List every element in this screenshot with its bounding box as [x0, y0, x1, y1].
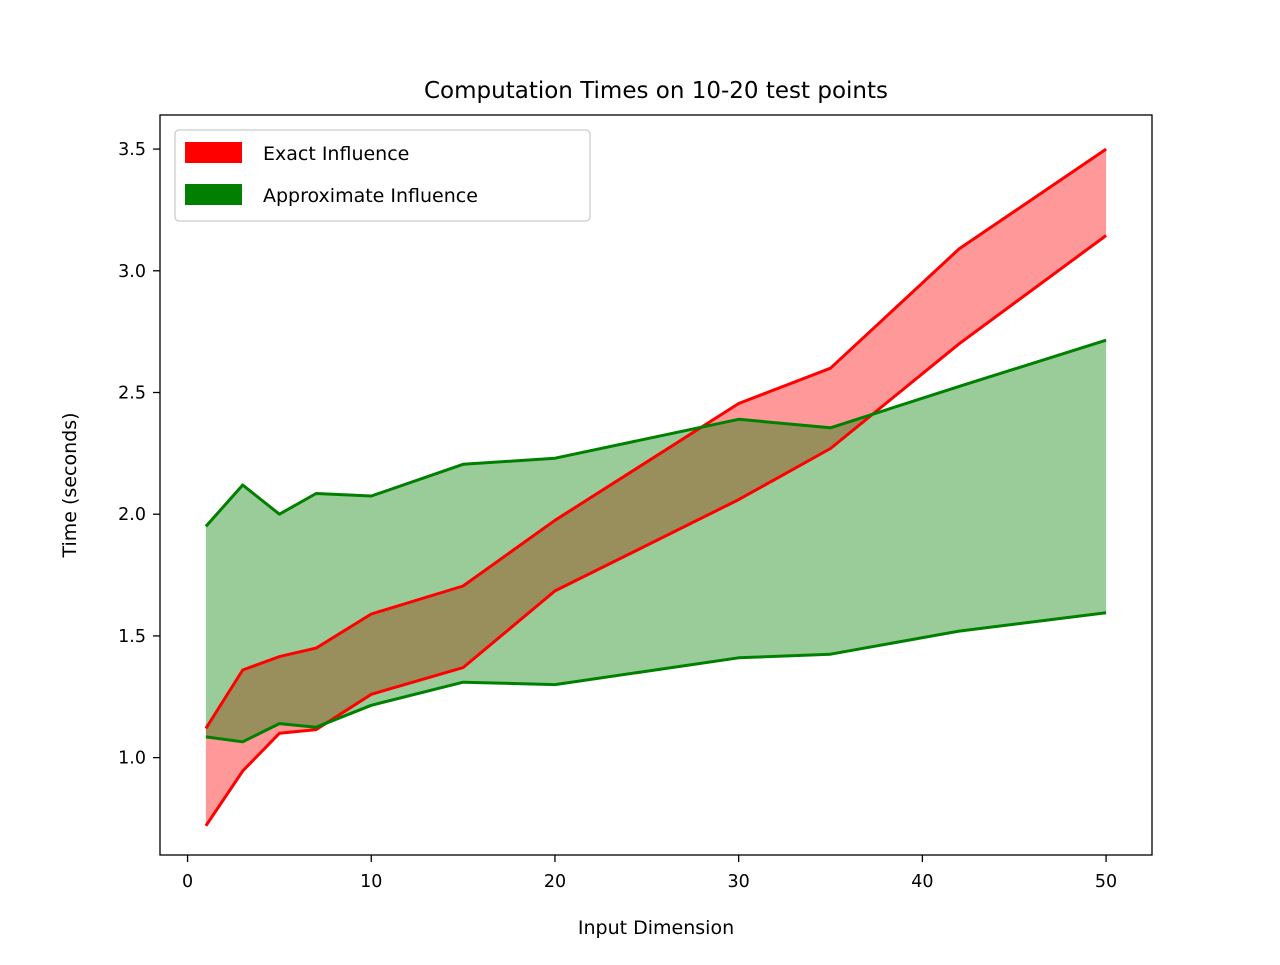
legend-swatch-exact — [185, 142, 242, 163]
x-tick-label: 20 — [544, 872, 566, 892]
legend-swatch-approximate — [185, 184, 242, 205]
y-tick-label: 1.5 — [118, 627, 146, 647]
y-axis-label: Time (seconds) — [59, 412, 81, 558]
y-tick-label: 3.0 — [118, 262, 146, 282]
approximate-upper-line — [204, 338, 1107, 528]
y-tick-label: 2.0 — [118, 505, 146, 525]
x-tick-label: 30 — [728, 872, 750, 892]
x-tick-label: 10 — [360, 872, 382, 892]
approximate-lower-line — [205, 611, 1107, 744]
y-tick-label: 2.5 — [118, 384, 146, 404]
exact-upper-line — [204, 147, 1107, 730]
x-tick-label: 40 — [911, 872, 933, 892]
y-tick-label: 3.5 — [118, 140, 146, 160]
plot-frame — [159, 114, 1153, 856]
legend: Exact Influence Approximate Influence — [174, 129, 591, 222]
legend-label-exact: Exact Influence — [263, 143, 409, 165]
legend-label-approximate: Approximate Influence — [263, 185, 478, 207]
band-lines — [204, 147, 1107, 827]
legend-box — [174, 129, 591, 222]
x-tick-label: 0 — [182, 872, 193, 892]
exact-band-fill — [205, 149, 1107, 826]
x-axis-ticks: 0 10 20 30 40 50 — [182, 855, 1117, 892]
chart-title: Computation Times on 10-20 test points — [424, 78, 888, 104]
y-tick-label: 1.0 — [118, 749, 146, 769]
x-axis-label: Input Dimension — [578, 917, 734, 939]
y-axis-ticks: 1.0 1.5 2.0 2.5 3.0 3.5 — [118, 140, 160, 769]
x-tick-label: 50 — [1095, 872, 1117, 892]
